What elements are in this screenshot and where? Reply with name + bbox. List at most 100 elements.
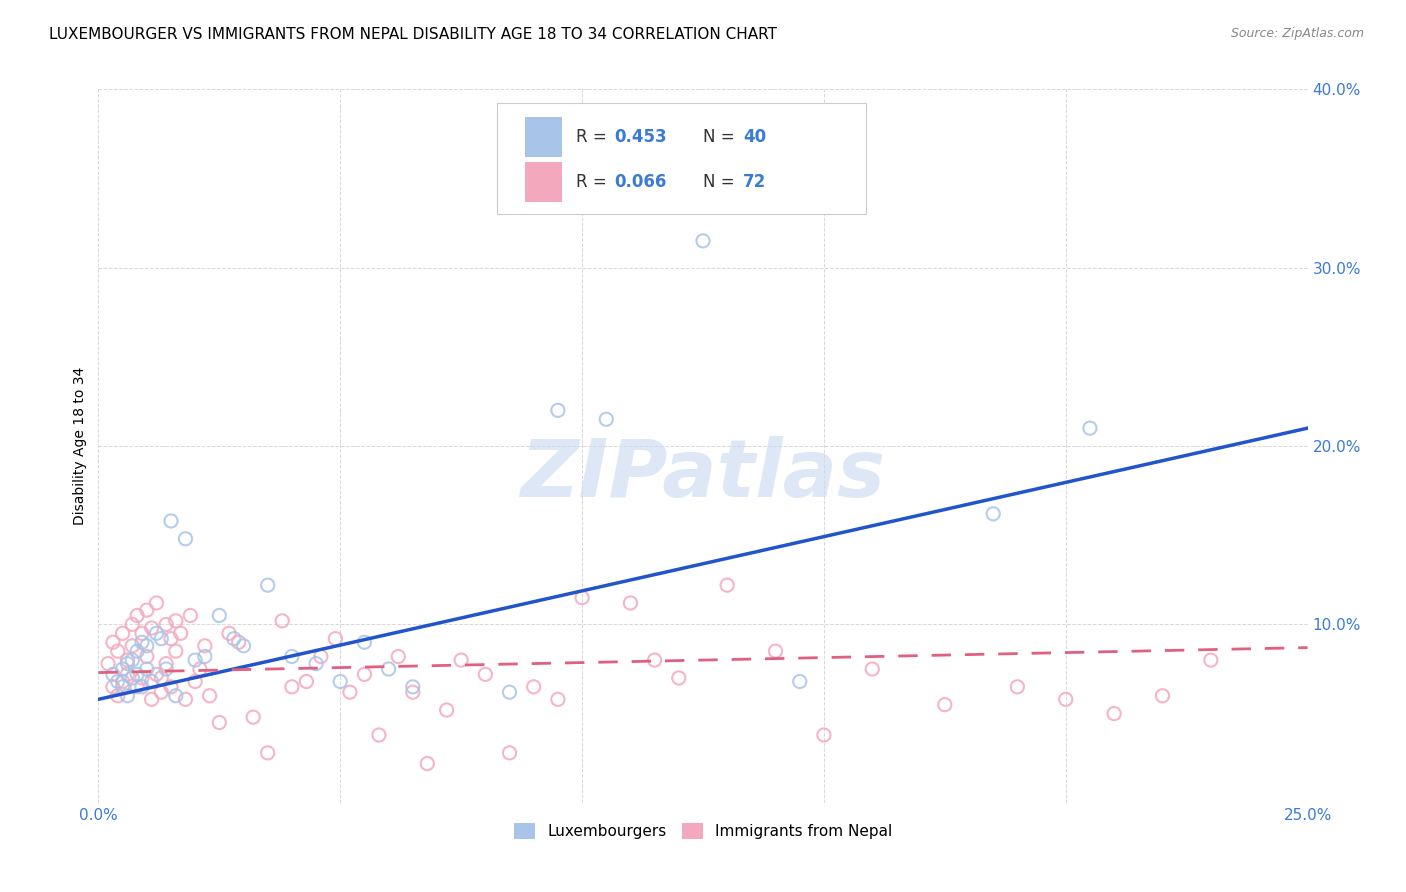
Point [141, 692, 163, 706]
Point [127, 608, 149, 623]
Point [325, 632, 347, 646]
Point [644, 653, 666, 667]
Point [208, 715, 231, 730]
Point [111, 674, 134, 689]
Text: ZIPatlas: ZIPatlas [520, 435, 886, 514]
Point [339, 685, 361, 699]
Point [222, 632, 245, 646]
Point [1007, 680, 1029, 694]
Point [377, 662, 399, 676]
Point [127, 680, 149, 694]
Point [860, 662, 883, 676]
Point [416, 756, 439, 771]
Text: 0.066: 0.066 [614, 173, 666, 191]
Point [716, 578, 738, 592]
Point [145, 626, 167, 640]
Point [179, 608, 201, 623]
Point [402, 685, 425, 699]
Point [1102, 706, 1125, 721]
Text: 0.453: 0.453 [614, 128, 668, 146]
Point [547, 403, 569, 417]
Point [305, 657, 328, 671]
Point [160, 680, 183, 694]
Point [1078, 421, 1101, 435]
Point [131, 680, 153, 694]
Point [107, 689, 129, 703]
Point [309, 649, 332, 664]
Point [117, 667, 139, 681]
Point [188, 662, 211, 676]
Point [117, 653, 139, 667]
Point [295, 674, 318, 689]
Legend: Luxembourgers, Immigrants from Nepal: Luxembourgers, Immigrants from Nepal [508, 817, 898, 845]
Text: N =: N = [703, 128, 740, 146]
Point [174, 692, 197, 706]
Point [271, 614, 294, 628]
Point [150, 632, 173, 646]
Point [111, 662, 134, 676]
Point [692, 234, 714, 248]
Point [111, 680, 134, 694]
Point [131, 635, 153, 649]
Text: N =: N = [703, 173, 740, 191]
Point [1152, 689, 1174, 703]
Point [789, 674, 811, 689]
Point [228, 635, 250, 649]
Point [121, 653, 143, 667]
Point [165, 689, 187, 703]
FancyBboxPatch shape [526, 162, 561, 202]
Point [934, 698, 956, 712]
Point [184, 674, 207, 689]
Point [135, 639, 157, 653]
Point [145, 596, 167, 610]
Point [155, 662, 177, 676]
Point [450, 653, 472, 667]
Point [571, 591, 593, 605]
Text: 72: 72 [742, 173, 766, 191]
Point [165, 644, 187, 658]
Y-axis label: Disability Age 18 to 34: Disability Age 18 to 34 [73, 367, 87, 525]
Point [353, 667, 375, 681]
Point [981, 507, 1004, 521]
Point [547, 692, 569, 706]
Point [121, 639, 143, 653]
Point [498, 746, 520, 760]
Point [169, 626, 191, 640]
Point [232, 639, 254, 653]
Point [150, 671, 173, 685]
Point [1054, 692, 1077, 706]
Point [194, 649, 217, 664]
Point [160, 632, 183, 646]
Point [368, 728, 391, 742]
Point [387, 649, 409, 664]
Point [150, 685, 173, 699]
Point [329, 674, 352, 689]
Point [135, 603, 157, 617]
Point [1199, 653, 1222, 667]
Point [155, 657, 177, 671]
Text: R =: R = [576, 173, 612, 191]
Point [145, 667, 167, 681]
Point [127, 667, 149, 681]
Point [765, 644, 787, 658]
Point [194, 639, 217, 653]
Point [184, 653, 207, 667]
Point [97, 657, 120, 671]
Point [141, 674, 163, 689]
Point [107, 674, 129, 689]
Point [127, 644, 149, 658]
Point [208, 608, 231, 623]
Point [813, 728, 835, 742]
Point [111, 626, 134, 640]
Point [117, 689, 139, 703]
Text: R =: R = [576, 128, 612, 146]
Point [101, 680, 124, 694]
Point [281, 649, 304, 664]
Text: LUXEMBOURGER VS IMMIGRANTS FROM NEPAL DISABILITY AGE 18 TO 34 CORRELATION CHART: LUXEMBOURGER VS IMMIGRANTS FROM NEPAL DI… [49, 27, 778, 42]
Point [165, 614, 187, 628]
Point [174, 532, 197, 546]
Point [256, 746, 278, 760]
Point [141, 621, 163, 635]
Point [131, 626, 153, 640]
Point [131, 671, 153, 685]
